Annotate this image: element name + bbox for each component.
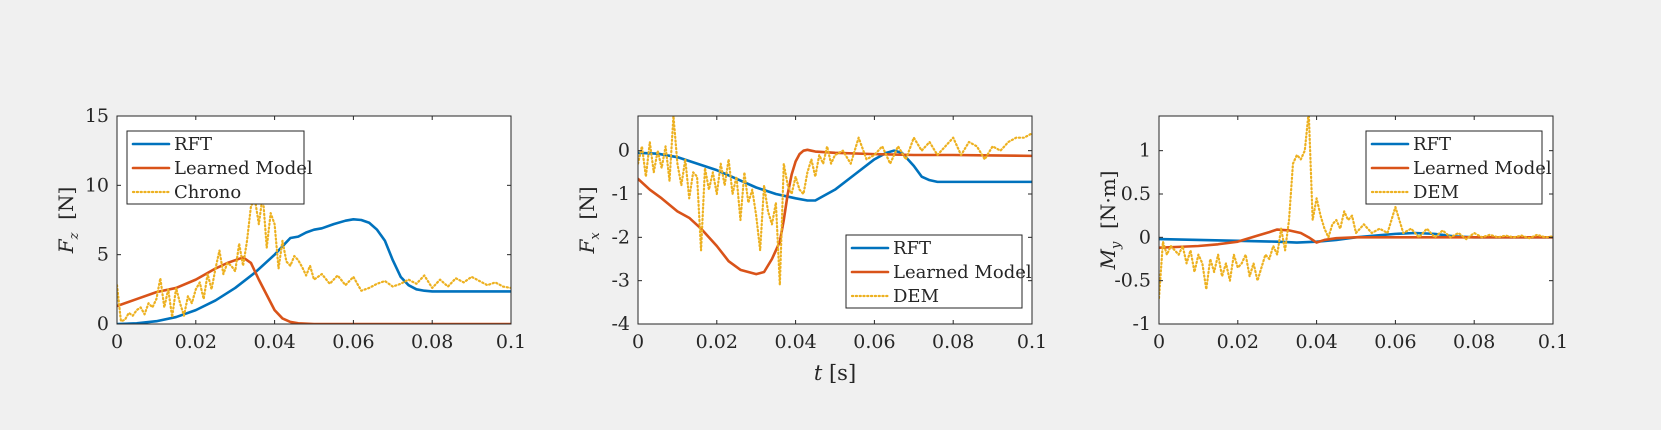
panel-fz: 0 0.02 0.04 0.06 0.08 0.1 0 5 10 15 Fz [N] RFT Learn…	[54, 105, 526, 353]
legend-label: Learned Model	[174, 158, 313, 179]
x-tick-label: 0.02	[1217, 331, 1259, 353]
x-tick-label: 0.08	[932, 331, 974, 353]
y-axis-label: My [N·m]	[1096, 171, 1124, 271]
y-tick-label: -4	[611, 313, 630, 335]
x-tick-label: 0.02	[175, 331, 217, 353]
y-tick-label: 10	[85, 174, 109, 196]
axes-box	[1158, 115, 1554, 325]
panel-my: 0 0.02 0.04 0.06 0.08 0.1 -1 -0.5 0 0.5 1 My [N·m] R…	[1096, 115, 1568, 353]
x-tick-label: 0.06	[853, 331, 895, 353]
legend-label: Learned Model	[893, 262, 1032, 283]
y-tick-label: 1	[1139, 140, 1151, 162]
legend-label: Learned Model	[1413, 158, 1552, 179]
legend: RFT Learned Model DEM	[845, 234, 1032, 309]
y-tick-label: -2	[611, 226, 630, 248]
series-line-learned-model	[1159, 228, 1553, 250]
series-line-dem	[638, 116, 1032, 287]
x-tick-label: 0.06	[1374, 331, 1416, 353]
series-line-dem	[1159, 116, 1553, 300]
series-line-rft	[117, 218, 511, 324]
y-tick-label: -1	[1132, 313, 1151, 335]
series-line-chrono	[117, 193, 511, 323]
x-axis-label: t [s]	[814, 361, 856, 385]
y-tick-label: -0.5	[1114, 270, 1151, 292]
y-tick-label: -1	[611, 183, 630, 205]
legend-label: RFT	[1413, 134, 1451, 155]
y-tick-label: 0	[1139, 226, 1151, 248]
x-tick-label: 0.04	[253, 331, 295, 353]
axes-box	[637, 115, 1033, 325]
legend-label: DEM	[1413, 182, 1459, 203]
x-tick-label: 0.06	[332, 331, 374, 353]
panel-fx: 0 0.02 0.04 0.06 0.08 0.1 -4 -3 -2 -1 0 Fx [N] t [s]…	[575, 115, 1047, 385]
y-axis-label: Fz [N]	[54, 187, 82, 255]
legend: RFT Learned Model DEM	[1365, 130, 1552, 205]
legend-label: Chrono	[174, 182, 241, 203]
x-tick-label: 0.1	[1017, 331, 1047, 353]
axes-box	[116, 115, 512, 325]
x-tick-label: 0	[632, 331, 644, 353]
legend-label: RFT	[174, 134, 212, 155]
x-tick-label: 0.04	[1295, 331, 1337, 353]
series-line-learned-model	[638, 148, 1032, 276]
x-tick-label: 0.08	[1453, 331, 1495, 353]
legend: RFT Learned Model Chrono	[126, 130, 313, 205]
y-tick-label: 15	[85, 105, 109, 127]
legend-label: DEM	[893, 286, 939, 307]
x-tick-label: 0.08	[411, 331, 453, 353]
x-tick-label: 0.02	[696, 331, 738, 353]
y-tick-label: 0	[618, 140, 630, 162]
y-tick-label: 0.5	[1121, 183, 1151, 205]
x-tick-label: 0.04	[774, 331, 816, 353]
x-tick-label: 0.1	[1538, 331, 1568, 353]
y-tick-label: 5	[97, 244, 109, 266]
series-line-learned-model	[117, 256, 511, 324]
y-axis-label: Fx [N]	[575, 186, 603, 254]
x-tick-label: 0	[111, 331, 123, 353]
x-tick-label: 0	[1153, 331, 1165, 353]
series-group	[117, 193, 511, 324]
x-tick-label: 0.1	[496, 331, 526, 353]
legend-label: RFT	[893, 238, 931, 259]
y-tick-label: -3	[611, 270, 630, 292]
series-group	[1159, 116, 1553, 300]
series-group	[638, 116, 1032, 287]
y-tick-label: 0	[97, 313, 109, 335]
